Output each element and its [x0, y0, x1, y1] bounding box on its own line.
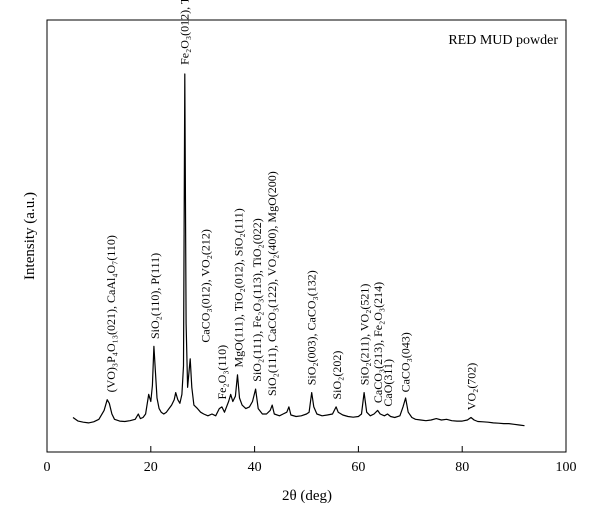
legend-text: RED MUD powder: [448, 33, 558, 48]
peak-label: (VO)₃P₄O₁₃(021), CaAl₄O₇(110): [104, 235, 118, 392]
peak-label: SiO₂(111), Fe₂O₃(113), TiO₂(022): [250, 218, 264, 381]
peak-label: MgO(111), TiO₂(012), SiO₂(111): [232, 208, 246, 367]
peak-label: SiO₂(202): [330, 351, 344, 400]
peak-label: CaO(311): [381, 359, 395, 407]
xrd-pattern-line: [72, 73, 525, 427]
peak-label: CaCO₃(213), Fe₂O₃(214): [371, 282, 385, 403]
peak-label: SiO₂(211), VO₂(521): [358, 284, 372, 386]
x-tick-label: 20: [144, 460, 158, 475]
x-tick-label: 0: [44, 460, 51, 475]
x-ticks: 0 20 40 60 80 100: [44, 446, 577, 475]
x-axis-label: 2θ (deg): [282, 488, 332, 504]
y-axis-label: Intensity (a.u.): [22, 192, 38, 280]
x-tick-label: 60: [351, 460, 365, 475]
peak-label: CaCO₃(043): [399, 332, 413, 392]
peak-label: Fe₂O₃(110): [215, 345, 229, 400]
peak-label: CaCO₃(012), VO₂(212): [198, 229, 212, 342]
peak-labels: (VO)₃P₄O₁₃(021), CaAl₄O₇(110) SiO₂(110), …: [104, 0, 479, 410]
peak-label: SiO₂(111), CaCO₃(122), VO₂(400), MgO(200…: [265, 171, 279, 396]
x-tick-label: 100: [556, 460, 577, 475]
x-tick-label: 40: [248, 460, 262, 475]
peak-label: VO₂(702): [465, 363, 479, 411]
plot-frame: [46, 19, 567, 453]
peak-label: SiO₂(110), P(111): [148, 253, 162, 339]
peak-label: Fe₂O₃(012), TiO₂(120): [178, 0, 192, 65]
x-tick-label: 80: [455, 460, 469, 475]
peak-label: SiO₂(003), CaCO₃(132): [305, 270, 319, 385]
